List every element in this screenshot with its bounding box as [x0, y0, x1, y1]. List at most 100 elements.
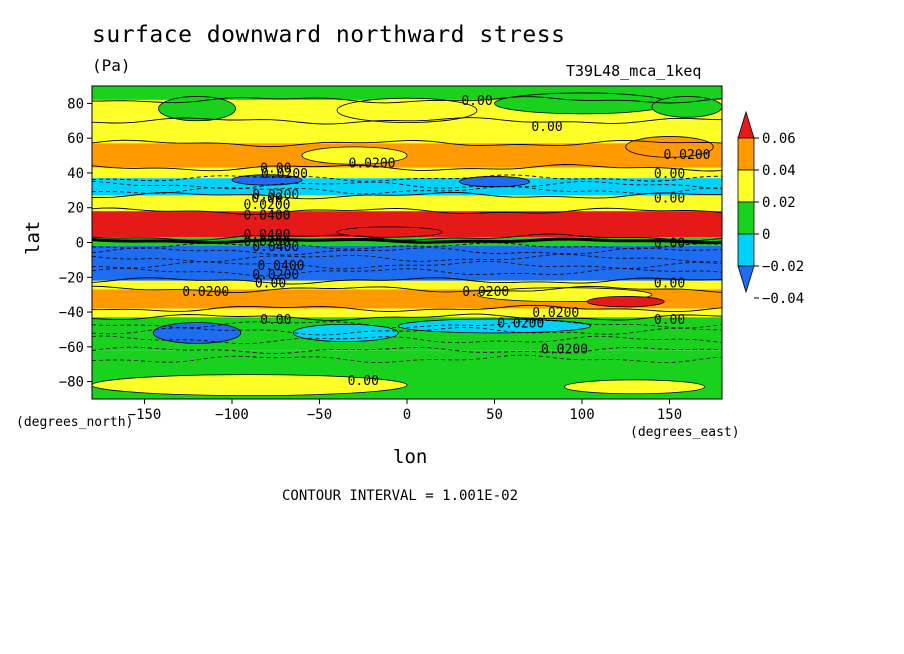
contour-line	[92, 304, 722, 313]
contour-label: 0.00	[260, 162, 291, 177]
contour-patch	[92, 374, 408, 396]
colorbar-label: −0.02	[762, 259, 804, 275]
y-axis-units: (degrees_north)	[16, 415, 134, 430]
contour-patch	[301, 146, 408, 165]
y-tick-label: −20	[59, 270, 84, 286]
contour-label: 0.0200	[244, 235, 291, 250]
contour-patch	[152, 322, 242, 344]
contour-patch	[158, 96, 236, 122]
contour-label: 0.00	[654, 191, 685, 206]
contour-label: 0.0400	[258, 259, 305, 274]
contour-line	[92, 164, 722, 172]
contour-label: 0.00	[531, 120, 562, 135]
x-tick-label: 100	[569, 407, 594, 423]
contour-label: 0.0200	[182, 285, 229, 300]
contour-patch	[459, 176, 530, 188]
contour-label: 0.00	[654, 167, 685, 182]
contour-label: 0.0200	[252, 188, 299, 203]
contour-label: 0.00	[251, 191, 282, 206]
contour-line	[92, 260, 722, 270]
contour-line	[92, 327, 722, 336]
contour-label: 0.0200	[349, 157, 396, 172]
axes: −150 −100 −50 0 50 100 150 80 60 40 20 0 −20 −40 −60 −8…	[59, 85, 723, 423]
contour-patch	[336, 226, 443, 238]
contour-line	[92, 96, 722, 104]
colorbar-segment	[737, 233, 755, 267]
colorbar-label: 0	[762, 227, 770, 243]
x-tick-label: 0	[403, 407, 411, 423]
contour-label: 0.0200	[541, 343, 588, 358]
contour-line	[92, 253, 722, 263]
contour-line	[92, 354, 722, 364]
contour-patch	[397, 318, 592, 334]
x-axis-label: lon	[393, 446, 428, 468]
contour-label: 0.0400	[244, 228, 291, 243]
y-tick-label: 60	[67, 131, 84, 147]
plot-area	[92, 86, 722, 399]
colorbar-label: −0.04	[762, 291, 804, 307]
contour-label: 0.0400	[252, 240, 299, 255]
contour-label: 0.00	[255, 276, 286, 291]
contour-line	[92, 285, 722, 294]
colorbar-label: 0.02	[762, 195, 796, 211]
contour-line	[92, 346, 722, 354]
colorbar-top-arrow	[737, 110, 755, 139]
contour-line	[92, 191, 722, 200]
contour-line	[92, 233, 722, 241]
contour-line	[92, 139, 722, 148]
zonal-band	[92, 120, 722, 144]
contour-patch	[564, 379, 705, 395]
y-tick-label: 20	[67, 201, 84, 217]
contour-label: 0.00	[260, 313, 291, 328]
equator-contour	[92, 237, 722, 245]
x-axis-units: (degrees_east)	[630, 425, 740, 440]
y-tick-label: −60	[59, 340, 84, 356]
colorbar-segment	[737, 201, 755, 235]
run-label: T39L48_mca_1keq	[566, 62, 702, 80]
x-tick-label: 150	[657, 407, 682, 423]
contour-label: 0.0200	[532, 306, 579, 321]
colorbar-segment	[737, 137, 755, 171]
y-tick-label: 80	[67, 96, 84, 112]
zonal-band	[92, 308, 722, 318]
chart-units: (Pa)	[92, 56, 131, 75]
zonal-band	[92, 280, 722, 290]
contour-label: 0.0200	[252, 268, 299, 283]
zonal-band	[92, 195, 722, 212]
contour-label: 0.00	[654, 237, 685, 252]
zonal-band	[92, 245, 722, 281]
contour-label: 0.0200	[261, 167, 308, 182]
contour-line	[92, 313, 722, 321]
contour-line	[92, 267, 722, 277]
contour-patch	[651, 96, 722, 118]
colorbar-segment	[737, 169, 755, 203]
x-tick-label: −100	[215, 407, 249, 423]
contour-line	[92, 247, 722, 256]
colorbar-label: 0.04	[762, 163, 796, 179]
contour-interval-note: CONTOUR INTERVAL = 1.001E-02	[282, 488, 519, 504]
y-tick-label: 40	[67, 166, 84, 182]
contour-line	[92, 117, 722, 125]
colorbar: 0.06 0.04 0.02 0 −0.02 −0.04	[737, 110, 804, 307]
contour-patch	[586, 296, 665, 308]
x-tick-label: 50	[486, 407, 503, 423]
contour-line	[92, 207, 722, 215]
contour-line	[92, 277, 722, 285]
y-tick-label: 0	[76, 236, 84, 252]
contour-patch	[494, 92, 670, 115]
contour-label: 0.00	[654, 313, 685, 328]
y-tick-label: −40	[59, 305, 84, 321]
contour-patch	[336, 97, 478, 123]
contour-line	[92, 319, 722, 329]
contour-line	[92, 180, 722, 190]
contour-label: 0.0200	[244, 198, 291, 213]
contour-label: 0.00	[348, 374, 379, 389]
contour-label: 0.0200	[462, 285, 509, 300]
contour-line	[92, 186, 722, 195]
colorbar-bottom-arrow	[737, 265, 755, 294]
contour-label: 0.0200	[497, 316, 544, 331]
chart-title: surface downward northward stress	[92, 22, 566, 48]
contour-label: 0.0400	[244, 209, 291, 224]
